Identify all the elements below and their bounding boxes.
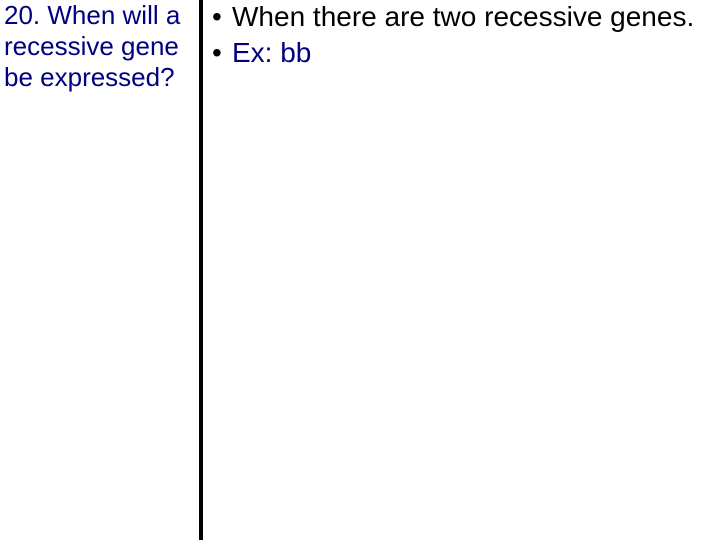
answer-item: • When there are two recessive genes. [206, 0, 706, 34]
bullet-icon: • [206, 36, 232, 70]
question-text: 20. When will a recessive gene be expres… [4, 0, 180, 92]
question-column: 20. When will a recessive gene be expres… [4, 0, 194, 94]
vertical-divider [199, 0, 203, 540]
bullet-icon: • [206, 0, 232, 34]
answer-text: Ex: bb [232, 36, 706, 70]
answer-column: • When there are two recessive genes. • … [206, 0, 706, 71]
answer-text: When there are two recessive genes. [232, 0, 706, 34]
answer-item: • Ex: bb [206, 36, 706, 70]
slide: 20. When will a recessive gene be expres… [0, 0, 720, 540]
